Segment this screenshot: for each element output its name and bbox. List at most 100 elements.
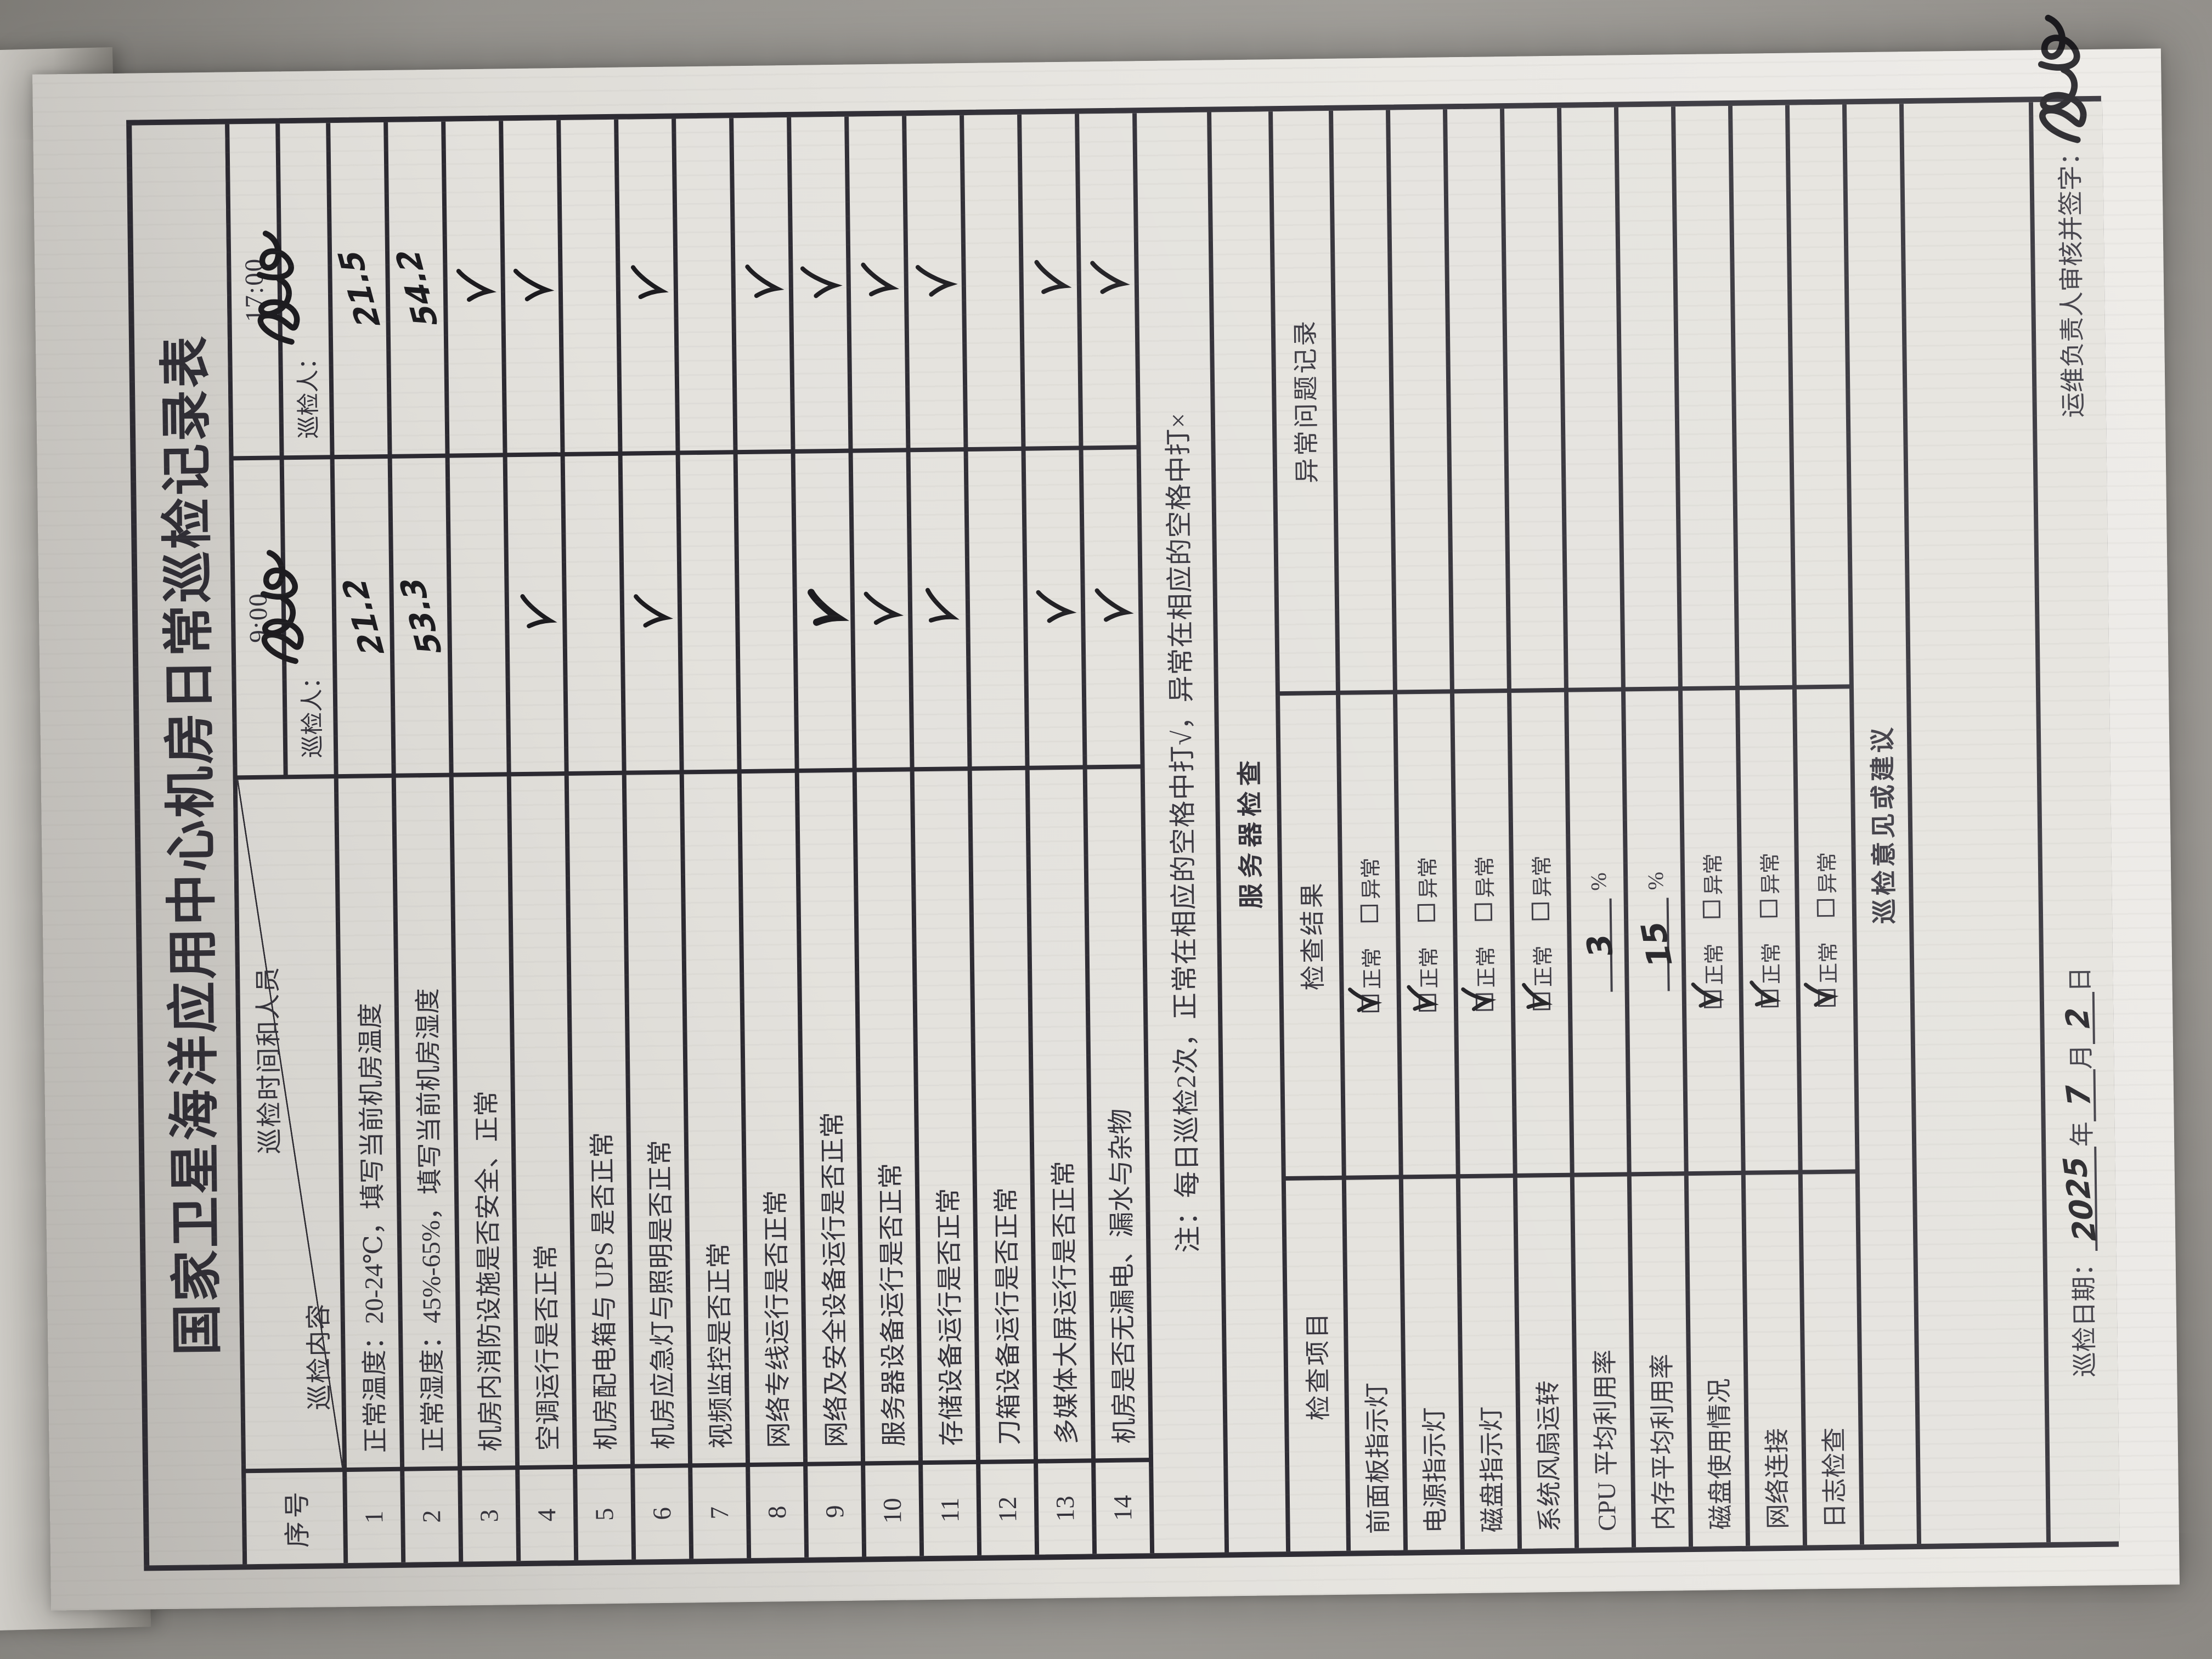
- server-issue-cell: [1732, 105, 1792, 686]
- checkbox-abnormal: [1474, 903, 1493, 921]
- option-normal: 正常: [1803, 942, 1842, 1007]
- check-9-row11: [910, 452, 968, 768]
- server-item: 网络连接: [1745, 1174, 1803, 1546]
- check-9-row3: [449, 457, 507, 773]
- server-issue-cell: [1675, 106, 1735, 687]
- option-abnormal: 异常: [1525, 855, 1555, 921]
- row-index: 12: [980, 1463, 1035, 1555]
- form-outer-border: 国家卫星海洋应用中心机房日常巡检记录表 序号 巡检时间和人员 巡检内容 9:00…: [126, 14, 2120, 1571]
- check-17-row10: [849, 116, 906, 449]
- checkbox-abnormal: [1417, 904, 1436, 922]
- check-17-row6: [618, 119, 676, 452]
- server-result: 正常 异常: [1739, 689, 1798, 1171]
- server-result: 3 %: [1568, 691, 1627, 1173]
- row-content: 空调运行是否正常: [511, 776, 573, 1466]
- check-17-row3: [445, 121, 503, 454]
- server-item: CPU 平均利用率: [1574, 1176, 1632, 1548]
- server-result: 正常 异常: [1454, 693, 1513, 1175]
- server-issue-cell: [1447, 109, 1507, 690]
- review-signature: [2038, 14, 2087, 143]
- row-content: 网络及安全设备运行是否正常: [799, 772, 861, 1462]
- row-index: 2: [404, 1470, 459, 1562]
- review-label: 运维负责人审核并签字：: [2056, 140, 2087, 418]
- check-9-row5: [565, 455, 622, 771]
- option-normal: 正常: [1406, 947, 1442, 1012]
- check-17-row12: [964, 114, 1022, 448]
- value-9-row2: 53.3: [392, 458, 449, 774]
- row-content: 机房是否无漏电、漏水与杂物: [1087, 769, 1149, 1459]
- server-result: 15 %: [1625, 691, 1684, 1172]
- option-abnormal: 异常: [1810, 852, 1841, 917]
- date-label: 巡检日期：: [2069, 1250, 2100, 1378]
- form-title: 国家卫星海洋应用中心机房日常巡检记录表: [156, 334, 227, 1356]
- percent-blank: 15: [1634, 898, 1680, 991]
- row-index: 3: [462, 1470, 517, 1562]
- row-content: 网络专线运行是否正常: [741, 772, 804, 1463]
- row-index: 11: [923, 1464, 978, 1556]
- server-issue-cell: [1504, 108, 1564, 689]
- session-time-9: 9:00: [233, 460, 284, 776]
- option-abnormal: 异常: [1753, 853, 1784, 918]
- inspection-date: 巡检日期： 2025 年 7 月 2 日: [2057, 967, 2104, 1378]
- session-time-17: 17:00: [229, 123, 280, 456]
- suggestion-comments-area: [1903, 102, 2046, 1544]
- review-signature-group: 运维负责人审核并签字：: [2038, 14, 2090, 418]
- row-index: 13: [1038, 1463, 1093, 1555]
- diagonal-header-cell: 巡检时间和人员 巡检内容: [237, 778, 343, 1469]
- check-9-row13: [1025, 450, 1083, 766]
- server-col-item: 检查项目: [1285, 1180, 1347, 1551]
- row-index: 4: [520, 1469, 574, 1561]
- server-item: 磁盘使用情况: [1688, 1175, 1746, 1547]
- option-abnormal: 异常: [1353, 857, 1384, 923]
- row-content: 存储设备运行是否正常: [914, 771, 977, 1461]
- server-result: 正常 异常: [1796, 689, 1855, 1170]
- server-check-table: 服务器检查 检查项目 检查结果 异常问题记录 前面板指示灯 正常 异常 电源指示…: [1207, 14, 2120, 1553]
- day-blank: 2: [2059, 992, 2097, 1045]
- check-17-row13: [1022, 114, 1079, 447]
- option-normal: 正常: [1691, 943, 1728, 1008]
- row-index: 6: [635, 1468, 690, 1560]
- check-17-row14: [1079, 113, 1137, 446]
- row-index: 14: [1096, 1462, 1150, 1554]
- check-17-row9: [791, 116, 849, 449]
- row-index: 10: [865, 1465, 920, 1557]
- row-content: 服务器设备运行是否正常: [856, 771, 919, 1462]
- server-item: 内存平均利用率: [1631, 1176, 1689, 1548]
- inspector-label: 巡检人：: [299, 665, 326, 758]
- option-normal: 正常: [1521, 945, 1556, 1011]
- server-result: 正常 异常: [1397, 693, 1456, 1175]
- row-content: 机房配电箱与 UPS 是否正常: [568, 775, 631, 1465]
- row-content: 视频监控是否正常: [684, 774, 746, 1464]
- check-17-row8: [733, 117, 791, 450]
- check-17-row7: [676, 118, 733, 451]
- server-item: 系统风扇运转: [1517, 1177, 1575, 1549]
- option-abnormal: 异常: [1468, 856, 1498, 921]
- inspector-cell-17: 巡检人：: [256, 123, 330, 456]
- option-abnormal: 异常: [1696, 853, 1726, 918]
- server-col-issues: 异常问题记录: [1273, 110, 1336, 692]
- server-result: 正常 异常: [1340, 694, 1399, 1176]
- row-content: 多媒体大屏运行是否正常: [1029, 769, 1092, 1459]
- diagonal-top-label: 巡检时间和人员: [253, 966, 285, 1154]
- percent-blank: 3: [1579, 898, 1621, 992]
- option-abnormal: 异常: [1410, 857, 1441, 922]
- server-issue-cell: [1618, 106, 1678, 687]
- server-result: 正常 异常: [1682, 690, 1741, 1172]
- inspector-label: 巡检人：: [295, 346, 322, 439]
- check-17-row4: [503, 120, 561, 453]
- percent-sign: %: [1586, 872, 1611, 891]
- server-issue-cell: [1561, 107, 1621, 688]
- row-content: 机房内消防设施是否安全、正常: [453, 776, 516, 1466]
- check-9-row14: [1083, 449, 1141, 765]
- check-17-row11: [906, 115, 964, 448]
- month-suffix: 月: [2067, 1044, 2096, 1070]
- value-17-row1: 21.5: [330, 122, 388, 455]
- row-index: 8: [750, 1466, 805, 1559]
- checkbox-abnormal: [1816, 899, 1835, 917]
- option-normal: 正常: [1749, 943, 1785, 1008]
- check-9-row4: [507, 456, 565, 772]
- inspection-form-paper: 国家卫星海洋应用中心机房日常巡检记录表 序号 巡检时间和人员 巡检内容 9:00…: [32, 14, 2180, 1611]
- server-issue-cell: [1789, 104, 1849, 685]
- col-header-index: 序号: [246, 1472, 344, 1565]
